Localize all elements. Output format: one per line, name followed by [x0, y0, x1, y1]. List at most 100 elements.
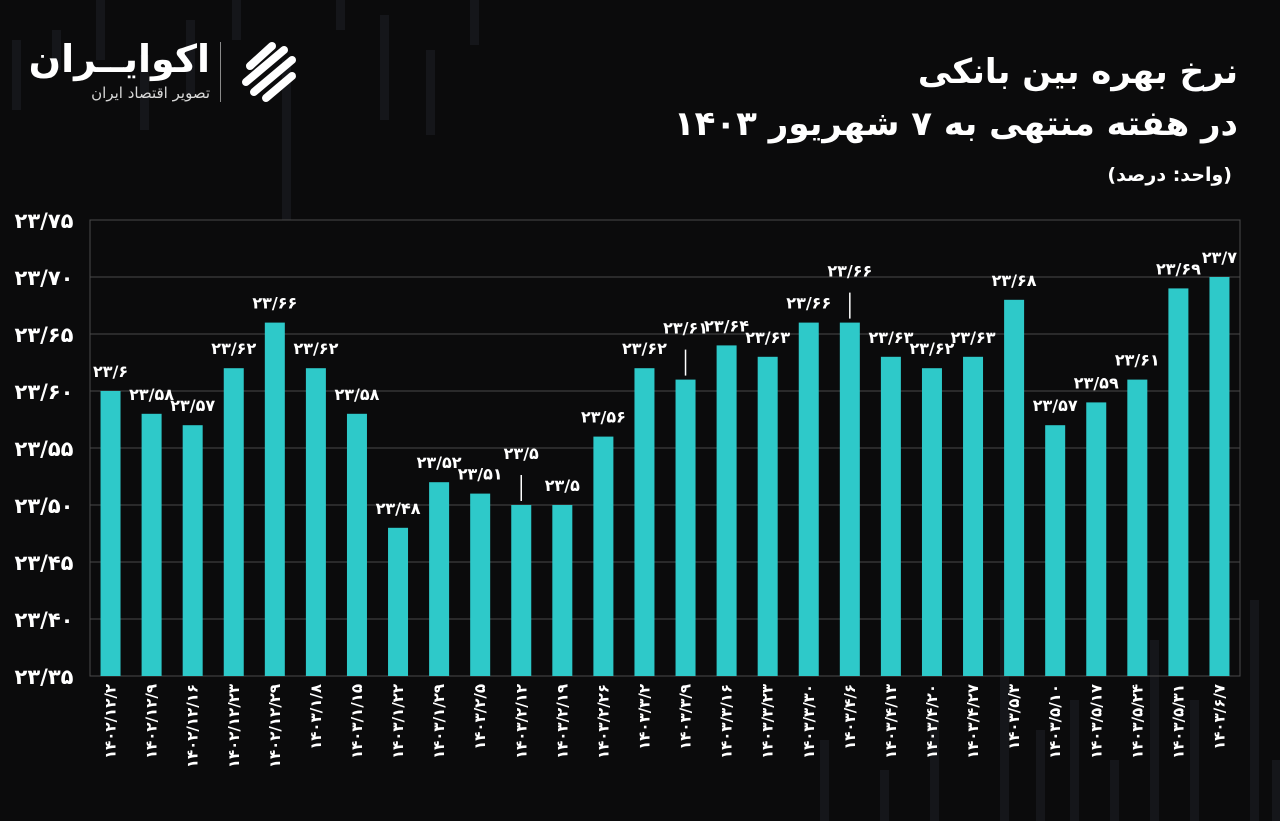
x-tick-label: ۱۴۰۳/۱/۸ — [307, 684, 325, 750]
data-label: ۲۳/۵۸ — [335, 385, 380, 404]
deco-candle — [930, 720, 939, 821]
bar — [346, 413, 367, 676]
y-tick-label: ۲۳/۵۰ — [15, 494, 74, 518]
data-label: ۲۳/۶۱ — [1115, 351, 1160, 370]
bar — [716, 345, 737, 676]
deco-candle — [380, 15, 389, 120]
chart-title: نرخ بهره بین بانکی در هفته منتهی به ۷ شه… — [518, 46, 1238, 150]
y-tick-label: ۲۳/۷۵ — [15, 209, 74, 233]
data-label: ۲۳/۶۳ — [745, 328, 790, 347]
bar — [880, 356, 901, 676]
data-label: ۲۳/۶ — [93, 362, 128, 381]
bar — [1209, 277, 1230, 676]
x-tick-label: ۱۴۰۳/۲/۱۲ — [512, 684, 530, 759]
data-label: ۲۳/۶۲ — [910, 339, 955, 358]
deco-candle — [186, 20, 195, 95]
x-tick-label: ۱۴۰۳/۱/۲۲ — [389, 684, 407, 759]
bar — [963, 356, 984, 676]
data-label: ۲۳/۶۳ — [951, 328, 996, 347]
y-tick-label: ۲۳/۴۰ — [15, 608, 74, 632]
x-tick-label: ۱۴۰۳/۴/۱۳ — [882, 684, 900, 759]
deco-candle — [470, 0, 479, 45]
data-labels: ۲۳/۶۲۳/۵۸۲۳/۵۷۲۳/۶۲۲۳/۶۶۲۳/۶۲۲۳/۵۸۲۳/۴۸۲… — [93, 248, 1237, 518]
x-tick-label: ۱۴۰۳/۱/۲۹ — [430, 684, 448, 759]
y-tick-label: ۲۳/۴۵ — [15, 551, 74, 575]
bar — [305, 368, 326, 676]
chart-title-line-1: نرخ بهره بین بانکی — [917, 52, 1238, 92]
bar — [675, 379, 696, 676]
x-tick-label: ۱۴۰۳/۵/۳ — [1005, 684, 1023, 750]
bar — [388, 527, 409, 676]
y-tick-label: ۲۳/۳۵ — [15, 665, 74, 689]
bar-series — [100, 277, 1230, 676]
x-tick-label: ۱۴۰۳/۳/۲ — [635, 684, 653, 750]
data-label: ۲۳/۷ — [1202, 248, 1237, 267]
bar — [470, 493, 491, 676]
x-tick-label: ۱۴۰۳/۳/۱۶ — [718, 684, 736, 759]
bar — [552, 505, 573, 676]
bar — [839, 322, 860, 676]
chart-title-line-2: در هفته منتهی به ۷ شهریور ۱۴۰۳ — [673, 104, 1238, 144]
deco-candle — [336, 0, 345, 30]
deco-candle — [1110, 760, 1119, 821]
bar — [1127, 379, 1148, 676]
deco-candle — [52, 30, 61, 70]
x-tick-label: ۱۴۰۳/۲/۱۹ — [553, 684, 571, 759]
data-label: ۲۳/۶۸ — [992, 271, 1037, 290]
y-tick-label: ۲۳/۵۵ — [15, 437, 74, 461]
data-label: ۲۳/۶۳ — [868, 328, 913, 347]
bar — [593, 436, 614, 676]
data-label: ۲۳/۶۱ — [663, 319, 708, 338]
bar — [429, 482, 450, 676]
deco-candle — [1070, 700, 1079, 821]
background-decoration — [12, 0, 1280, 821]
x-tick-label: ۱۴۰۲/۱۲/۱۶ — [184, 684, 202, 768]
deco-candle — [96, 0, 105, 60]
bar — [1045, 425, 1066, 676]
data-label: ۲۳/۵ — [504, 444, 539, 463]
deco-candle — [1272, 760, 1280, 821]
deco-candle — [1000, 600, 1009, 821]
data-label: ۲۳/۵۲ — [417, 453, 462, 472]
x-tick-label: ۱۴۰۲/۱۲/۹ — [143, 684, 161, 759]
deco-candle — [1036, 730, 1045, 821]
y-tick-label: ۲۳/۶۰ — [15, 380, 74, 404]
x-tick-label: ۱۴۰۳/۴/۲۷ — [964, 684, 982, 759]
data-label: ۲۳/۵۹ — [1074, 373, 1119, 392]
deco-candle — [426, 50, 435, 135]
data-label: ۲۳/۶۲ — [211, 339, 256, 358]
x-tick-label: ۱۴۰۳/۶/۷ — [1210, 684, 1228, 750]
data-label: ۲۳/۶۲ — [293, 339, 338, 358]
x-tick-label: ۱۴۰۳/۱/۱۵ — [348, 684, 366, 759]
y-axis: ۲۳/۳۵ ۲۳/۴۰ ۲۳/۴۵ ۲۳/۵۰ ۲۳/۵۵ ۲۳/۶۰ ۲۳/۶۵ ۲۳/۷۰… — [15, 209, 74, 689]
data-label: ۲۳/۶۹ — [1156, 259, 1201, 278]
data-label: ۲۳/۵۱ — [458, 465, 503, 484]
deco-candle — [1150, 640, 1159, 821]
x-tick-label: ۱۴۰۳/۳/۹ — [677, 684, 695, 750]
x-tick-label: ۱۴۰۲/۱۲/۲۳ — [225, 684, 243, 768]
x-tick-label: ۱۴۰۳/۵/۲۴ — [1128, 684, 1146, 759]
logo-divider — [220, 42, 221, 102]
x-tick-label: ۱۴۰۳/۵/۱۰ — [1046, 684, 1064, 759]
data-label: ۲۳/۶۶ — [252, 294, 297, 313]
x-tick-label: ۱۴۰۳/۳/۳۰ — [800, 684, 818, 759]
bar — [1004, 299, 1025, 676]
bar — [1086, 402, 1107, 676]
bar — [634, 368, 655, 676]
bar — [100, 391, 121, 676]
x-tick-label: ۱۴۰۲/۱۲/۲۹ — [266, 684, 284, 768]
brand-logo: اکوایــران تصویر اقتصاد ایران — [29, 36, 318, 110]
x-tick-label: ۱۴۰۳/۲/۵ — [471, 684, 489, 750]
bar — [757, 356, 778, 676]
bar — [511, 505, 532, 676]
data-label: ۲۳/۶۶ — [786, 294, 831, 313]
data-label: ۲۳/۵۷ — [170, 396, 215, 415]
deco-candle — [140, 55, 149, 130]
x-axis: ۱۴۰۲/۱۲/۲ ۱۴۰۲/۱۲/۹ ۱۴۰۲/۱۲/۱۶ ۱۴۰۲/۱۲/۲۳ ۱۴… — [102, 684, 1229, 768]
stripes-circle-icon — [242, 42, 296, 102]
data-label: ۲۳/۴۸ — [376, 499, 421, 518]
deco-candle — [880, 770, 889, 821]
unit-label: (واحد: درصد) — [1107, 164, 1232, 186]
data-label: ۲۳/۵۷ — [1033, 396, 1078, 415]
bar — [798, 322, 819, 676]
